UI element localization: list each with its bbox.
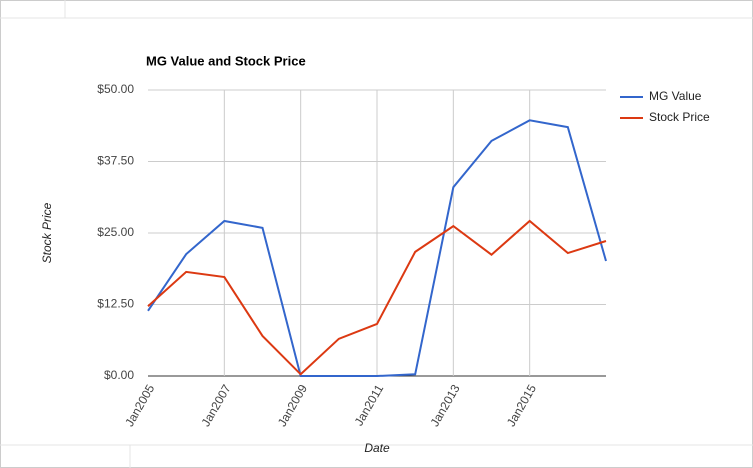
x-axis-title: Date (364, 441, 390, 455)
y-axis-title: Stock Price (40, 202, 54, 263)
y-tick-label: $37.50 (97, 154, 134, 168)
series-line (147, 119, 607, 377)
legend-label: MG Value (649, 89, 702, 103)
y-tick-label: $12.50 (97, 297, 134, 311)
y-tick-label: $25.00 (97, 225, 134, 239)
y-tick-label: $50.00 (97, 82, 134, 96)
y-tick-label: $0.00 (104, 368, 134, 382)
legend-label: Stock Price (649, 110, 710, 124)
series-line (147, 219, 607, 376)
chart-title: MG Value and Stock Price (146, 53, 306, 68)
